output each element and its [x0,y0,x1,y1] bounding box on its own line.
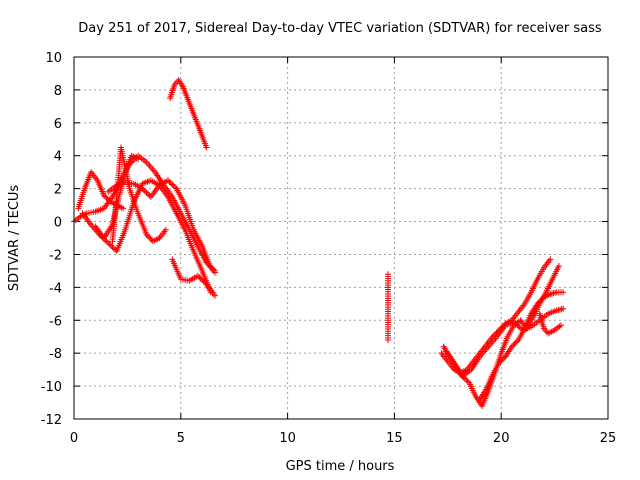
data-point [170,182,177,189]
data-point [142,188,149,195]
data-point [103,194,110,201]
data-point [104,196,111,203]
data-point [464,378,471,385]
y-tick-label: 6 [54,117,62,132]
data-point [140,187,147,194]
data-point [510,342,517,349]
data-point [106,241,113,248]
data-point [100,192,107,199]
data-point [211,292,218,299]
y-tick-label: -10 [41,380,62,395]
data-point [511,318,518,325]
data-point [537,298,544,305]
data-point [197,275,204,282]
y-tick-label: -12 [41,413,62,428]
data-point [384,337,391,344]
data-point [120,205,127,212]
x-tick-label: 15 [386,431,403,446]
data-point [167,180,174,187]
y-axis-label: SDTVAR / TECUs [7,185,22,292]
data-point [203,144,210,151]
data-point [560,289,567,296]
x-tick-label: 5 [177,431,185,446]
data-point [144,233,151,240]
data-point [194,272,201,279]
data-point [534,300,541,307]
y-tick-label: -6 [49,314,62,329]
data-point [538,296,545,303]
x-tick-label: 0 [70,431,78,446]
data-point [105,239,112,246]
y-tick-label: 10 [45,51,62,66]
data-point [496,360,503,367]
data-point [560,305,567,312]
y-tick-label: 2 [54,183,62,198]
data-point [109,244,116,251]
y-tick-label: -4 [49,281,62,296]
y-tick-label: 8 [54,84,62,99]
x-tick-label: 10 [279,431,296,446]
data-point [196,274,203,281]
data-point [162,226,169,233]
data-point [499,356,506,363]
data-point [513,321,520,328]
grid-lines [74,57,608,419]
data-point [103,238,110,245]
data-point [498,357,505,364]
data-point [514,338,521,345]
data-point [547,256,554,263]
data-point [166,178,173,185]
data-point [211,269,218,276]
y-tick-label: -8 [49,347,62,362]
data-point [516,324,523,331]
x-tick-label: 20 [493,431,510,446]
y-tick-label: 0 [54,216,62,231]
data-point [515,323,522,330]
data-point [139,185,146,192]
data-point [555,262,562,269]
y-tick-label: 4 [54,150,62,165]
data-point [169,181,176,188]
data-point [172,184,179,191]
y-tick-label: -2 [49,248,62,263]
data-point [147,235,154,242]
data-points [71,77,567,409]
data-point [102,193,109,200]
data-point [146,234,153,241]
data-point [135,156,142,163]
data-point [512,320,519,327]
data-point [511,340,518,347]
data-point [108,242,115,249]
data-point [164,177,171,184]
plot-frame [73,56,609,420]
data-point [143,189,150,196]
data-point [535,299,542,306]
data-point [497,358,504,365]
data-point [145,191,152,198]
data-point [199,276,206,283]
data-point [463,377,470,384]
data-point [508,343,515,350]
data-point [143,231,150,238]
data-point [202,279,209,286]
data-point [110,245,117,252]
x-axis-label: GPS time / hours [286,459,395,474]
x-tick-label: 25 [600,431,617,446]
data-point [200,278,207,285]
data-point [558,322,565,329]
data-point [512,339,519,346]
axis-ticks: 0 5 10 15 20 25 -12 -10 -8 -6 -4 -2 0 2 4 6 8 10 [41,51,617,446]
chart-title: Day 251 of 2017, Sidereal Day-to-day VTE… [78,21,602,36]
